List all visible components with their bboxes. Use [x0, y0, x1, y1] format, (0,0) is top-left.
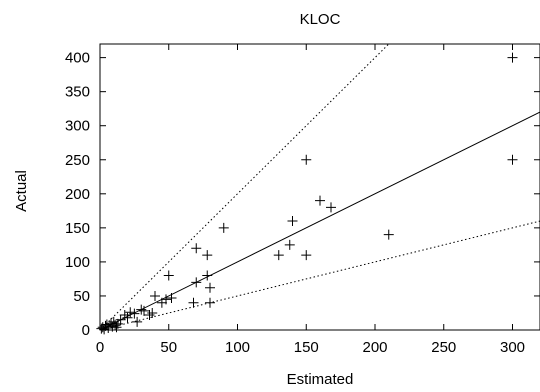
- y-axis-title: Actual: [13, 170, 30, 212]
- data-points: [96, 52, 518, 335]
- data-point: [202, 250, 213, 261]
- x-tick-label: 250: [431, 339, 456, 356]
- data-point: [507, 154, 518, 165]
- y-tick-label: 0: [82, 322, 90, 339]
- data-point: [284, 239, 295, 250]
- data-point: [273, 250, 284, 261]
- data-point: [100, 320, 111, 331]
- data-point: [122, 312, 133, 323]
- data-point: [218, 222, 229, 233]
- x-tick-label: 150: [294, 339, 319, 356]
- y-tick-label: 400: [65, 50, 90, 67]
- y-axis-ticks: 0 50 100 150 200 250 300 350 400: [65, 50, 540, 339]
- chart-title: KLOC: [300, 11, 341, 28]
- data-point: [125, 307, 136, 318]
- data-point: [150, 290, 160, 301]
- fit-lines: [100, 44, 540, 330]
- y-tick-label: 300: [65, 118, 90, 135]
- y-tick-label: 150: [65, 220, 90, 237]
- x-tick-label: 50: [160, 339, 177, 356]
- plot-area-frame: [99, 43, 540, 331]
- data-point: [147, 307, 158, 318]
- data-point: [139, 305, 149, 316]
- x-tick-label: 100: [225, 339, 250, 356]
- y-tick-label: 100: [65, 254, 90, 271]
- data-point: [163, 270, 174, 281]
- x-axis-ticks: 0 50 100 150 200 250 300: [96, 44, 525, 356]
- data-point: [191, 243, 202, 254]
- data-point: [166, 292, 177, 303]
- data-point: [205, 282, 215, 293]
- x-axis-title: Estimated: [287, 371, 354, 388]
- data-point: [129, 308, 140, 319]
- data-point: [287, 216, 298, 227]
- reference-line-2: [100, 44, 390, 330]
- data-point: [205, 297, 215, 308]
- data-point: [202, 270, 213, 281]
- y-tick-label: 200: [65, 186, 90, 203]
- data-point: [301, 154, 312, 165]
- y-tick-label: 50: [73, 288, 90, 305]
- data-point: [188, 297, 199, 308]
- data-point: [112, 318, 123, 329]
- y-tick-label: 350: [65, 84, 90, 101]
- data-point: [191, 277, 202, 288]
- data-point: [96, 323, 107, 334]
- x-tick-label: 300: [500, 339, 525, 356]
- data-point: [507, 52, 518, 63]
- data-point: [383, 229, 394, 240]
- data-point: [136, 304, 147, 315]
- y-tick-label: 250: [65, 152, 90, 169]
- reference-line-1: [100, 111, 540, 330]
- data-point: [161, 294, 171, 305]
- x-tick-label: 0: [96, 339, 104, 356]
- data-point: [115, 314, 126, 325]
- data-point: [326, 202, 336, 213]
- data-point: [119, 310, 130, 321]
- data-point: [144, 310, 155, 321]
- data-point: [132, 316, 143, 327]
- x-tick-label: 200: [362, 339, 387, 356]
- data-point: [103, 322, 114, 333]
- data-point: [301, 250, 312, 261]
- data-point: [110, 320, 121, 331]
- data-point: [315, 195, 325, 206]
- data-point: [97, 322, 108, 333]
